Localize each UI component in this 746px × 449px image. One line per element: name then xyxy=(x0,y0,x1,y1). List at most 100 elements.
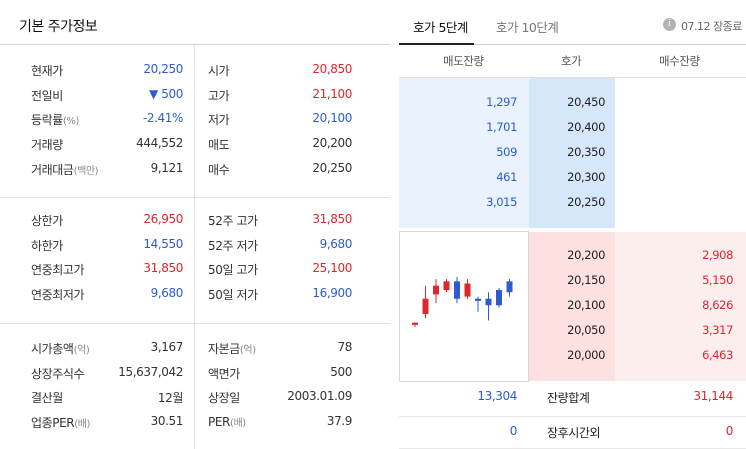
info-label: 결산월 xyxy=(31,391,63,406)
ask-volume-area xyxy=(399,78,529,228)
info-label: 50일 고가 xyxy=(208,263,258,278)
info-label: 고가 xyxy=(208,88,230,103)
ask-row[interactable]: 1,701 20,400 xyxy=(399,116,746,141)
ask-volume: 461 xyxy=(496,170,517,184)
info-value: 37.9 xyxy=(326,414,353,429)
tab-orderbook-5[interactable]: 호가 5단계 xyxy=(413,20,468,35)
info-value: 31,850 xyxy=(143,261,183,276)
info-label: 하한가 xyxy=(31,238,63,253)
info-value: 12월 xyxy=(157,391,184,406)
candle-body xyxy=(454,281,460,299)
info-label: 매도 xyxy=(208,138,230,153)
info-label: 전일비 xyxy=(31,88,63,103)
info-row: 거래대금(백만) 9,121 매수 20,250 xyxy=(0,158,390,182)
info-value: -2.41% xyxy=(142,111,183,126)
ask-volume: 3,015 xyxy=(486,195,517,209)
info-label: 연중최고가 xyxy=(31,263,85,278)
info-value: 26,950 xyxy=(143,212,183,226)
total-remaining-label: 잔량합계 xyxy=(547,391,590,405)
info-value: 20,250 xyxy=(312,160,352,175)
info-value: 500 xyxy=(330,364,352,379)
title-divider xyxy=(0,44,390,45)
info-label: 52주 고가 xyxy=(208,214,258,228)
bid-row[interactable]: 20,050 3,317 xyxy=(399,319,746,344)
column-separator xyxy=(194,198,195,323)
info-value: 14,550 xyxy=(143,236,183,251)
info-value: 15,637,042 xyxy=(118,364,183,379)
info-value: 20,250 xyxy=(143,62,183,76)
info-label: PER(배) xyxy=(208,415,246,430)
ask-row[interactable]: 1,297 20,450 xyxy=(399,91,746,116)
bid-price: 20,200 xyxy=(567,248,605,262)
info-value: 31,850 xyxy=(312,212,352,226)
basic-info-title: 기본 주가정보 xyxy=(19,19,98,35)
info-label: 52주 저가 xyxy=(208,238,258,253)
ask-volume: 509 xyxy=(496,145,517,159)
info-icon[interactable]: i xyxy=(663,18,676,31)
ask-price-area xyxy=(529,78,615,228)
info-label: 저가 xyxy=(208,113,230,128)
after-hours-label: 장후시간외 xyxy=(547,426,601,440)
info-row: 시가총액(억) 3,167 자본금(억) 78 xyxy=(0,337,390,361)
group-divider xyxy=(0,197,390,198)
info-label: 자본금(억) xyxy=(208,342,256,356)
ask-volume-header: 매도잔량 xyxy=(443,54,484,68)
info-value: 25,100 xyxy=(312,261,352,276)
info-value: 20,100 xyxy=(312,111,352,126)
bid-volume: 3,317 xyxy=(702,323,733,337)
info-value: 20,200 xyxy=(312,136,352,151)
info-row: 연중최저가 9,680 50일 저가 16,900 xyxy=(0,283,390,307)
total-remaining-row: 13,304 잔량합계 31,144 xyxy=(399,386,746,410)
candle-body xyxy=(506,281,513,293)
market-status: 07.12 장종료 xyxy=(681,20,742,33)
candle-body xyxy=(443,281,450,291)
total-ask-volume: 13,304 xyxy=(477,389,517,403)
info-label: 상장일 xyxy=(208,391,240,406)
info-value: 2003.01.09 xyxy=(287,389,352,404)
info-row: 상한가 26,950 52주 고가 31,850 xyxy=(0,209,390,233)
basic-info-panel: 기본 주가정보 현재가 20,250 시가 20,850 전일비 ▼ 500 고가 21,10… xyxy=(0,19,390,449)
mini-candle-chart xyxy=(399,231,529,382)
bid-volume-area xyxy=(615,232,746,381)
ask-price: 20,400 xyxy=(567,120,605,134)
info-label: 상한가 xyxy=(31,214,63,228)
info-value: 9,121 xyxy=(150,160,184,175)
ask-price: 20,450 xyxy=(567,95,605,109)
info-label: 시가 xyxy=(208,64,230,78)
ask-row[interactable]: 509 20,350 xyxy=(399,141,746,166)
ask-price: 20,300 xyxy=(567,170,605,184)
column-separator xyxy=(194,324,195,449)
bid-price: 20,000 xyxy=(567,348,605,362)
bid-row[interactable]: 20,000 6,463 xyxy=(399,344,746,369)
ask-price: 20,250 xyxy=(567,195,605,209)
candle-body xyxy=(433,285,439,295)
info-row: 전일비 ▼ 500 고가 21,100 xyxy=(0,84,390,108)
info-row: 현재가 20,250 시가 20,850 xyxy=(0,59,390,83)
after-hours-bid: 0 xyxy=(725,424,734,438)
bid-row[interactable]: 20,150 5,150 xyxy=(399,269,746,294)
info-label: 매수 xyxy=(208,162,230,177)
bid-volume: 2,908 xyxy=(702,248,733,262)
price-header: 호가 xyxy=(561,54,582,68)
candle-body xyxy=(485,298,492,306)
ask-volume: 1,297 xyxy=(486,95,517,109)
tab-orderbook-10[interactable]: 호가 10단계 xyxy=(496,20,559,35)
bid-price: 20,150 xyxy=(567,273,605,287)
info-value: 9,680 xyxy=(319,236,353,251)
bid-price: 20,100 xyxy=(567,298,605,312)
info-value: 9,680 xyxy=(150,286,184,301)
info-label: 상장주식수 xyxy=(31,366,85,381)
info-row: 연중최고가 31,850 50일 고가 25,100 xyxy=(0,258,390,282)
ask-row[interactable]: 461 20,300 xyxy=(399,166,746,191)
candle-body xyxy=(464,283,471,297)
ask-row[interactable]: 3,015 20,250 xyxy=(399,191,746,216)
info-value: ▼ 500 xyxy=(149,86,183,101)
bid-volume: 6,463 xyxy=(702,348,733,362)
info-row: 업종PER(배) 30.51 PER(배) 37.9 xyxy=(0,411,390,435)
bid-row[interactable]: 20,200 2,908 xyxy=(399,244,746,269)
header-divider xyxy=(399,77,746,78)
ask-volume: 1,701 xyxy=(486,120,517,134)
candle-body xyxy=(422,298,429,314)
bid-row[interactable]: 20,100 8,626 xyxy=(399,294,746,319)
info-label: 50일 저가 xyxy=(208,288,258,303)
